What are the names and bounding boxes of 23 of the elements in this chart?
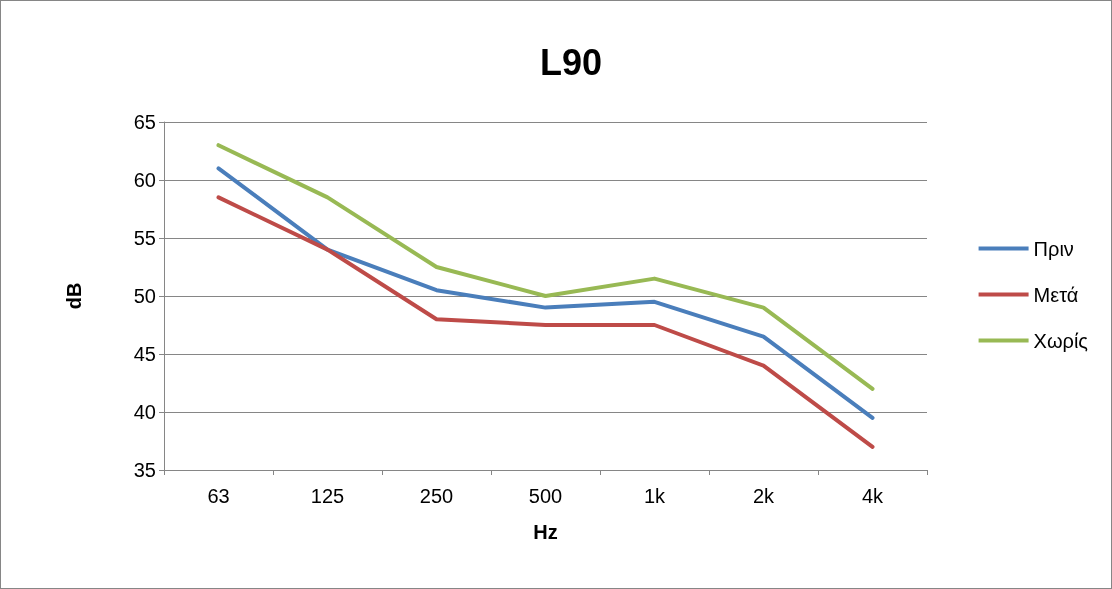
line-series <box>216 195 875 449</box>
chart-title: L90 <box>539 41 603 83</box>
legend-label: Μετά <box>1033 283 1079 306</box>
x-tick-label: 2k <box>752 485 776 507</box>
y-tick-label: 60 <box>133 169 156 191</box>
line-series <box>216 166 875 420</box>
x-tick-label: 63 <box>207 485 230 507</box>
x-tick-label: 125 <box>310 485 345 507</box>
y-tick-label: 50 <box>133 285 156 307</box>
y-tick-label: 40 <box>133 401 156 423</box>
x-tick-label: 4k <box>861 485 885 507</box>
y-tick-label: 45 <box>133 343 156 365</box>
legend-label: Πριν <box>1033 237 1074 260</box>
x-tick-label: 1k <box>643 485 667 507</box>
y-tick-label: 65 <box>133 111 156 133</box>
y-axis-title: dB <box>63 282 85 310</box>
legend-label: Χωρίς <box>1033 329 1089 352</box>
x-axis-title: Hz <box>533 521 558 543</box>
line-series <box>216 143 875 391</box>
y-tick-label: 35 <box>133 459 156 481</box>
x-tick-label: 250 <box>419 485 454 507</box>
y-tick-label: 55 <box>133 227 156 249</box>
x-tick-label: 500 <box>528 485 563 507</box>
